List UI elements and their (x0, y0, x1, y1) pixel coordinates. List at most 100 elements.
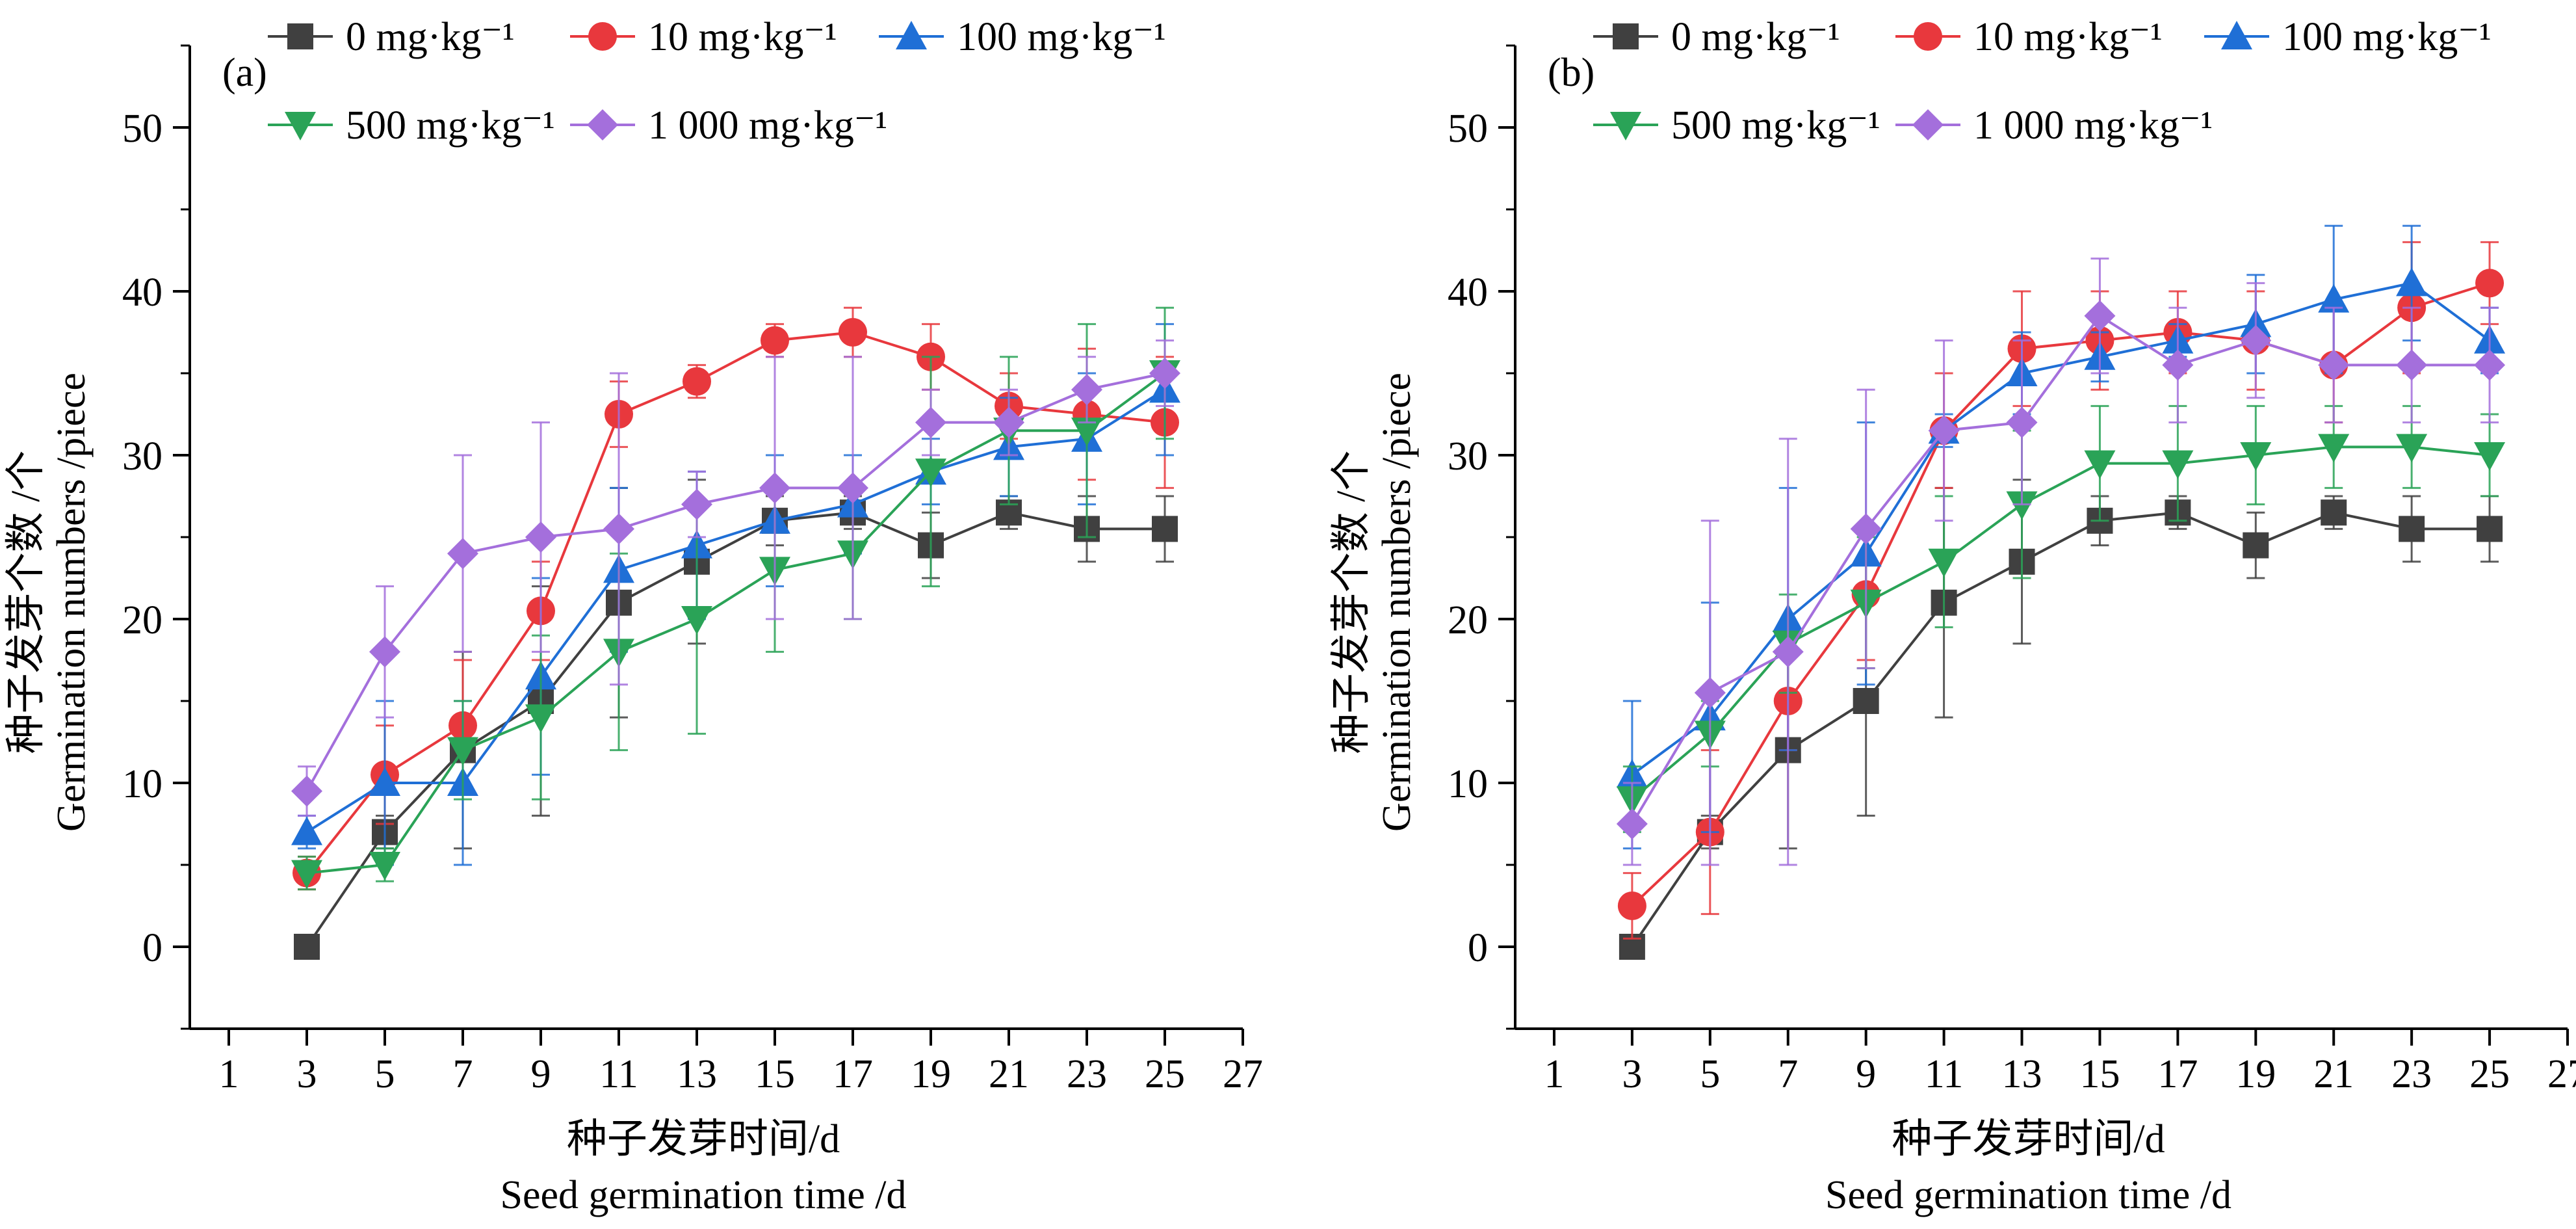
legend-marker (1914, 22, 1942, 51)
x-tick-label: 1 (219, 1052, 239, 1096)
y-axis-title-en: Germination numbers /piece (49, 373, 94, 832)
legend-entry: 100 mg·kg⁻¹ (2204, 15, 2491, 59)
data-point (2240, 442, 2272, 471)
x-axis-title-cn: 种子发芽时间/d (567, 1117, 840, 1161)
data-point (2474, 442, 2506, 471)
legend-marker (587, 109, 618, 140)
series-1 (1617, 241, 2504, 940)
x-tick-label: 3 (1622, 1052, 1642, 1096)
data-point (2243, 532, 2269, 559)
data-point (369, 767, 400, 796)
x-tick-label: 23 (1067, 1052, 1107, 1096)
legend-marker (588, 22, 617, 51)
x-tick-label: 11 (1925, 1052, 1964, 1096)
series-line (306, 372, 1165, 792)
legend-label: 1 000 mg·kg⁻¹ (1973, 103, 2213, 148)
data-point (2321, 499, 2347, 526)
series-0 (294, 479, 1178, 960)
series-0 (1619, 479, 2503, 960)
series-line (1631, 282, 2490, 907)
legend: 0 mg·kg⁻¹ 10 mg·kg⁻¹ 100 mg·kg⁻¹ 500 mg·kg⁻… (1593, 15, 2491, 148)
x-tick-label: 5 (1700, 1052, 1720, 1096)
series-4 (1616, 258, 2506, 866)
data-point (1850, 513, 1882, 545)
data-point (294, 934, 320, 960)
data-point (2006, 491, 2038, 520)
x-tick-label: 11 (599, 1052, 638, 1096)
legend-entry: 100 mg·kg⁻¹ (879, 15, 1166, 59)
y-tick-label: 40 (1448, 271, 1488, 315)
data-point (447, 538, 478, 570)
y-tick-label: 30 (122, 434, 163, 479)
y-axis-title-cn: 种子发芽个数 /个 (1329, 451, 1373, 754)
series-line (306, 511, 1165, 948)
panel-label: (a) (222, 51, 267, 95)
data-point (759, 472, 790, 504)
data-point (2084, 300, 2116, 332)
x-tick-label: 7 (453, 1052, 473, 1096)
y-tick-label: 50 (1448, 107, 1488, 151)
data-point (1694, 677, 1726, 709)
legend-entry: 500 mg·kg⁻¹ (1593, 103, 1880, 148)
legend-entry: 1 000 mg·kg⁻¹ (570, 103, 887, 148)
y-tick-label: 0 (1468, 926, 1488, 970)
x-axis-title-en: Seed germination time /d (1825, 1173, 2231, 1217)
series-line (306, 388, 1166, 834)
data-point (1616, 808, 1648, 839)
x-tick-label: 15 (755, 1052, 795, 1096)
data-point (839, 318, 867, 347)
legend-label: 500 mg·kg⁻¹ (1671, 103, 1880, 148)
data-point (2474, 349, 2506, 381)
x-tick-label: 7 (1778, 1052, 1798, 1096)
data-point (681, 606, 712, 635)
data-point (2318, 434, 2350, 463)
legend-entry: 10 mg·kg⁻¹ (570, 15, 837, 59)
data-point (683, 367, 711, 396)
legend-label: 10 mg·kg⁻¹ (1973, 15, 2163, 59)
series-line (306, 372, 1166, 875)
x-tick-label: 19 (2235, 1052, 2276, 1096)
data-point (2475, 269, 2504, 298)
x-tick-label: 19 (911, 1052, 951, 1096)
legend-label: 100 mg·kg⁻¹ (2282, 15, 2491, 59)
y-tick-label: 10 (1448, 762, 1488, 806)
panel-label: (b) (1548, 51, 1594, 95)
data-point (1152, 516, 1178, 542)
legend-label: 0 mg·kg⁻¹ (1671, 15, 1840, 59)
data-point (2084, 450, 2116, 479)
data-point (2396, 349, 2428, 381)
legend-marker (1912, 109, 1944, 140)
legend-entry: 10 mg·kg⁻¹ (1895, 15, 2163, 59)
x-tick-label: 13 (677, 1052, 717, 1096)
data-point (1617, 892, 1646, 920)
legend-label: 1 000 mg·kg⁻¹ (648, 103, 887, 148)
x-tick-label: 17 (2157, 1052, 2198, 1096)
legend: 0 mg·kg⁻¹ 10 mg·kg⁻¹ 100 mg·kg⁻¹ 500 mg·kg⁻… (268, 15, 1166, 148)
data-point (2318, 349, 2350, 381)
x-tick-label: 1 (1544, 1052, 1564, 1096)
legend-entry: 500 mg·kg⁻¹ (268, 103, 555, 148)
legend-label: 0 mg·kg⁻¹ (346, 15, 515, 59)
legend-marker (2221, 21, 2252, 49)
legend-label: 100 mg·kg⁻¹ (957, 15, 1166, 59)
y-axis-title-en: Germination numbers /piece (1375, 373, 1419, 832)
x-tick-label: 5 (375, 1052, 395, 1096)
y-tick-label: 10 (122, 762, 163, 806)
data-point (915, 406, 946, 438)
data-point (291, 816, 322, 845)
data-point (291, 775, 322, 807)
data-point (369, 636, 400, 668)
data-point (1772, 636, 1804, 668)
series-line (1631, 511, 2490, 948)
legend-label: 10 mg·kg⁻¹ (648, 15, 837, 59)
x-tick-label: 9 (1856, 1052, 1876, 1096)
data-point (681, 488, 712, 520)
legend-entry: 0 mg·kg⁻¹ (268, 15, 515, 59)
data-point (993, 406, 1024, 438)
x-tick-label: 3 (297, 1052, 317, 1096)
data-point (525, 522, 556, 553)
panel-b: 0102030405013579111315171921232527(b)种子发… (1329, 15, 2576, 1217)
series-3 (1616, 404, 2506, 834)
